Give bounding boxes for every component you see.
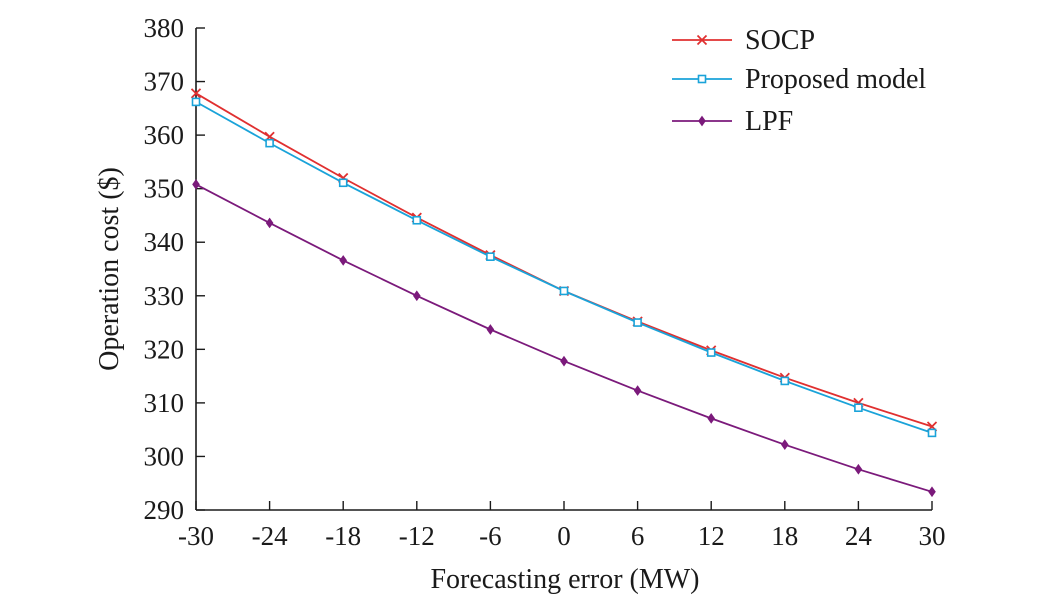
y-tick-label: 310 — [144, 388, 185, 418]
y-tick-label: 340 — [144, 227, 185, 257]
data-point-lpf — [192, 179, 200, 190]
series-line-lpf — [195, 183, 933, 493]
data-point-lpf — [412, 290, 421, 302]
x-tick-label: 12 — [698, 521, 725, 551]
series-proposed-model — [191, 97, 937, 438]
x-tick-label: -6 — [479, 521, 502, 551]
x-tick-label: -30 — [178, 521, 214, 551]
data-point-proposed-model — [633, 318, 642, 327]
data-point-lpf — [633, 385, 642, 396]
data-point-proposed-model — [706, 348, 716, 357]
x-tick-label: -24 — [252, 521, 288, 551]
y-tick-label: 370 — [144, 67, 185, 97]
legend-entry-socp: SOCP — [672, 25, 815, 56]
x-tick-label: 6 — [631, 521, 645, 551]
legend-label-proposed-model: Proposed model — [745, 64, 926, 95]
x-tick-label: 18 — [771, 521, 798, 551]
x-tick-label: -18 — [325, 521, 361, 551]
legend-marker-proposed-model — [697, 74, 707, 84]
legend-label-lpf: LPF — [745, 106, 793, 137]
legend-label-socp: SOCP — [745, 25, 815, 56]
data-point-lpf — [707, 413, 716, 424]
legend-marker-lpf — [698, 115, 706, 127]
x-tick-label: 0 — [557, 521, 571, 551]
axes — [195, 27, 933, 511]
legend-entry-proposed-model: Proposed model — [672, 64, 926, 95]
legend: SOCP Proposed model LPF — [672, 25, 926, 137]
plot-series — [190, 88, 938, 498]
y-tick-label: 360 — [144, 120, 185, 150]
legend-marker-socp — [696, 34, 708, 46]
data-point-proposed-model — [412, 215, 422, 225]
y-tick-label: 300 — [144, 441, 185, 471]
x-tick-label: 24 — [845, 521, 873, 551]
series-lpf — [192, 179, 936, 498]
legend-entry-lpf: LPF — [672, 106, 793, 137]
y-axis-title: Operation cost ($) — [94, 167, 125, 371]
data-point-socp — [190, 88, 202, 99]
data-point-proposed-model — [854, 403, 863, 413]
data-point-lpf — [780, 439, 789, 451]
data-point-lpf — [928, 486, 936, 498]
series-line-proposed-model — [195, 101, 933, 434]
x-tick-label: 30 — [919, 521, 946, 551]
data-point-proposed-model — [191, 97, 201, 107]
data-point-lpf — [854, 463, 863, 475]
y-tick-label: 350 — [144, 174, 185, 204]
data-point-proposed-model — [780, 376, 790, 386]
data-point-lpf — [560, 355, 568, 367]
x-tick-label: -12 — [399, 521, 435, 551]
y-tick-label: 290 — [144, 495, 185, 525]
data-point-proposed-model — [559, 286, 569, 296]
series-socp — [190, 88, 938, 432]
y-tick-label: 320 — [144, 334, 185, 364]
x-axis-title: Forecasting error (MW) — [430, 564, 699, 595]
data-point-lpf — [265, 217, 274, 229]
data-point-proposed-model — [486, 252, 495, 261]
data-point-proposed-model — [927, 428, 937, 438]
data-point-lpf — [486, 324, 495, 335]
data-point-proposed-model — [265, 138, 274, 148]
y-tick-label: 380 — [144, 13, 185, 43]
data-point-proposed-model — [338, 178, 348, 188]
y-tick-label: 330 — [144, 281, 185, 311]
data-point-lpf — [339, 255, 348, 266]
series-line-socp — [195, 92, 933, 428]
